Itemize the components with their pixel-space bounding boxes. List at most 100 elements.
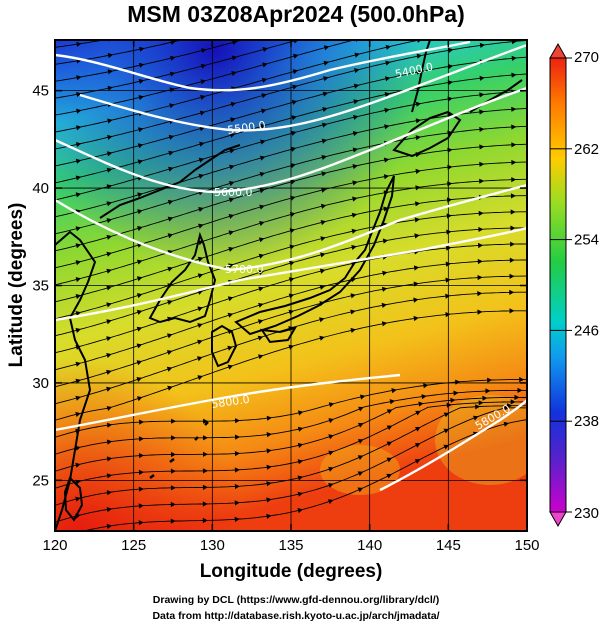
wind-arrow (106, 234, 112, 240)
wind-arrow (168, 134, 175, 140)
wind-arrow (137, 259, 143, 265)
wind-arrow (319, 335, 325, 341)
wind-arrow (198, 223, 204, 229)
graticule (55, 40, 527, 531)
x-tick-label: 140 (357, 537, 382, 554)
wind-arrow (352, 196, 358, 202)
wind-arrow (319, 268, 326, 274)
wind-arrow (415, 101, 422, 107)
wind-arrow (320, 236, 326, 242)
wind-arrow (258, 302, 264, 308)
wind-arrow (229, 181, 235, 186)
wind-arrow (200, 79, 206, 85)
wind-arrow (291, 99, 298, 105)
wind-arrow (167, 266, 173, 272)
wind-arrow (261, 93, 267, 99)
wind-arrow (75, 411, 81, 417)
wind-arrow (230, 117, 236, 123)
wind-arrow (485, 388, 491, 394)
wind-arrow (137, 143, 144, 149)
wind-arrow (138, 95, 144, 101)
streamline (55, 389, 527, 455)
wind-arrow (137, 192, 143, 198)
wind-arrow (259, 171, 266, 177)
wind-arrow (446, 402, 452, 408)
wind-arrow (266, 432, 272, 438)
wind-arrow (384, 107, 390, 113)
wind-arrow (138, 127, 144, 133)
wind-arrow (263, 32, 269, 37)
wind-arrow (136, 276, 143, 282)
wind-arrow (227, 364, 234, 370)
wind-arrow (320, 220, 327, 226)
wind-arrow (75, 294, 82, 300)
wind-arrow (75, 277, 82, 283)
wind-arrow (447, 147, 453, 153)
wind-arrow (107, 52, 114, 59)
wind-arrow (288, 344, 295, 350)
wind-arrow (385, 60, 391, 66)
wind-arrow (415, 168, 421, 174)
wind-arrow (261, 108, 267, 114)
wind-arrow (511, 177, 517, 183)
wind-arrow (321, 154, 327, 160)
wind-arrow (227, 345, 233, 351)
wind-arrow (136, 377, 143, 382)
wind-arrow (323, 60, 329, 66)
wind-arrow (447, 130, 453, 136)
wind-arrow (234, 516, 240, 522)
wind-arrow (138, 62, 145, 68)
wind-arrow (258, 286, 264, 292)
contour-label: 5500.0 (227, 119, 267, 137)
wind-arrow (259, 221, 265, 226)
wind-arrow (170, 468, 176, 474)
wind-arrow (517, 387, 523, 393)
wind-arrow (171, 435, 177, 441)
wind-arrow (389, 399, 396, 405)
wind-arrow (357, 439, 364, 444)
wind-arrow (443, 412, 450, 418)
wind-arrow (138, 486, 144, 492)
wind-arrow (297, 475, 304, 481)
streamline (55, 401, 527, 489)
wind-arrow (383, 206, 389, 212)
wind-arrow (106, 473, 113, 479)
y-axis-title: Latitude (degrees) (6, 203, 27, 368)
wind-arrow (137, 159, 144, 165)
wind-arrow (447, 64, 454, 70)
wind-arrow (447, 181, 453, 187)
y-tick-label: 25 (32, 472, 49, 489)
wind-arrow (353, 99, 359, 105)
wind-arrow (384, 92, 391, 98)
wind-arrow (290, 195, 296, 201)
wind-arrow (319, 317, 325, 323)
wind-arrow (386, 409, 393, 414)
wind-arrow (138, 520, 144, 526)
wind-arrow (228, 214, 235, 219)
wind-arrow (75, 395, 81, 401)
wind-arrow (487, 377, 493, 383)
wind-arrow (352, 131, 359, 137)
wind-arrow (480, 26, 485, 31)
wind-arrow (358, 422, 364, 428)
wind-arrow (514, 394, 520, 400)
wind-arrow (230, 101, 237, 107)
map-title: MSM 03Z08Apr2024 (500.0hPa) (127, 1, 465, 27)
colorbar-tick-label: 262 (574, 141, 599, 158)
wind-arrow (351, 212, 358, 218)
wind-arrow (328, 402, 335, 408)
wind-arrow (107, 85, 113, 91)
wind-arrow (423, 383, 429, 389)
streamline (55, 243, 527, 354)
wind-arrow (106, 218, 112, 224)
wind-arrow (106, 406, 113, 411)
wind-arrow (297, 442, 304, 448)
wind-arrow (234, 483, 240, 490)
wind-arrow (75, 327, 81, 333)
wind-arrow (479, 109, 485, 115)
wind-arrow (292, 69, 299, 75)
wind-arrow (473, 415, 479, 421)
wind-arrow (227, 312, 234, 318)
x-tick-label: 150 (514, 537, 539, 554)
